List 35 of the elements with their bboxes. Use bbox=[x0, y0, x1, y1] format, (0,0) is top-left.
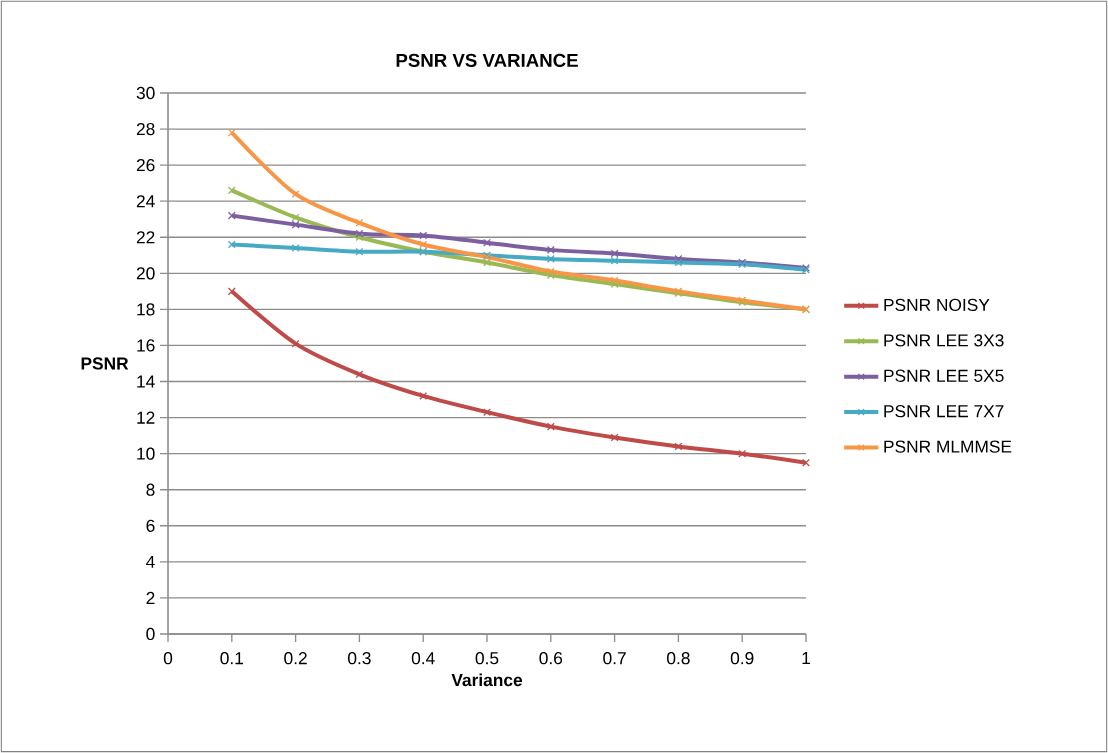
x-tick-label: 1 bbox=[802, 652, 810, 664]
y-axis-title: PSNR bbox=[81, 357, 129, 370]
x-tick-label: 0.1 bbox=[220, 652, 244, 665]
y-tick-label: 24 bbox=[136, 195, 155, 208]
y-tick-label: 8 bbox=[146, 483, 155, 496]
x-tick-label: 0.5 bbox=[475, 652, 499, 665]
x-tick-label: 0.9 bbox=[730, 652, 754, 665]
legend-label: PSNR NOISY bbox=[884, 298, 990, 312]
legend-label: PSNR LEE 5X5 bbox=[884, 369, 1004, 382]
y-tick-label: 26 bbox=[136, 158, 155, 172]
legend-label: PSNR LEE 3X3 bbox=[884, 334, 1004, 347]
x-tick-label: 0.7 bbox=[603, 652, 626, 665]
x-tick-label: 0.4 bbox=[411, 652, 435, 665]
y-tick-label: 12 bbox=[137, 411, 155, 424]
x-tick-label: 0.6 bbox=[539, 652, 563, 665]
y-tick-label: 20 bbox=[136, 267, 155, 280]
x-tick-label: 0.8 bbox=[667, 652, 690, 665]
y-tick-label: 22 bbox=[136, 231, 155, 244]
y-tick-label: 18 bbox=[137, 303, 155, 316]
y-tick-label: 10 bbox=[137, 447, 155, 460]
legend-label: PSNR MLMMSE bbox=[884, 440, 1012, 453]
chart-title: PSNR VS VARIANCE bbox=[396, 53, 578, 67]
x-tick-label: 0 bbox=[163, 652, 173, 665]
y-tick-label: 14 bbox=[137, 375, 155, 388]
y-tick-label: 30 bbox=[136, 86, 155, 100]
y-tick-label: 6 bbox=[146, 519, 155, 532]
y-tick-label: 28 bbox=[136, 122, 155, 136]
x-tick-label: 0.2 bbox=[284, 652, 307, 665]
y-tick-label: 16 bbox=[137, 339, 155, 352]
y-tick-label: 4 bbox=[146, 555, 155, 568]
y-tick-label: 0 bbox=[146, 627, 155, 641]
x-tick-label: 0.3 bbox=[348, 652, 371, 665]
legend-label: PSNR LEE 7X7 bbox=[884, 405, 1004, 418]
y-tick-label: 2 bbox=[146, 591, 155, 604]
x-axis-title: Variance bbox=[451, 673, 523, 687]
